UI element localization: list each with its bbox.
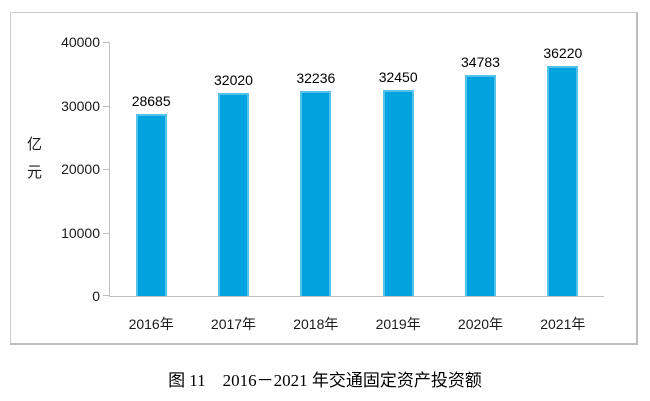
x-axis-label: 2020年 <box>457 316 504 332</box>
bar-value-label: 32450 <box>378 68 418 85</box>
x-axis-label: 2019年 <box>375 316 421 332</box>
x-axis-label: 2018年 <box>293 316 339 332</box>
bar-2020年 <box>465 75 496 296</box>
x-axis-label: 2021年 <box>540 316 586 332</box>
y-axis-tick-label: 0 <box>92 288 100 304</box>
bar-2016年 <box>135 113 167 296</box>
y-axis-tick-label: 10000 <box>61 224 100 241</box>
y-axis-tick-mark <box>103 295 109 296</box>
bar-value-label: 36220 <box>543 45 583 62</box>
y-axis-tick-label: 30000 <box>61 97 100 114</box>
y-axis-tick-mark <box>103 105 109 107</box>
y-axis-tick-mark <box>103 169 109 170</box>
bar-2021年 <box>547 66 579 296</box>
bar-2018年 <box>300 91 332 296</box>
bar-value-label: 28685 <box>131 92 171 109</box>
x-axis-label: 2016年 <box>128 316 174 332</box>
y-axis-title: 亿元 <box>27 136 43 181</box>
chart-frame: 亿元 40000 30000 20000 10000 0 28685 32020 32236… <box>10 12 638 345</box>
bar-value-label: 32236 <box>296 70 336 87</box>
y-axis-tick-label: 40000 <box>61 34 100 50</box>
x-axis-label: 2017年 <box>210 316 257 332</box>
y-axis-tick-mark <box>103 232 109 234</box>
y-axis-tick-label: 20000 <box>61 161 100 177</box>
bar-value-label: 34783 <box>461 54 500 71</box>
bar-2017年 <box>218 92 249 296</box>
bar-2019年 <box>382 89 414 296</box>
y-axis-tick-mark <box>103 42 109 43</box>
bar-value-label: 32020 <box>214 71 253 88</box>
chart-caption: 图 11 2016－2021 年交通固定资产投资额 <box>168 371 482 390</box>
plot-area: 28685 32020 32236 32450 34783 36220 2016年 2017… <box>103 42 604 332</box>
